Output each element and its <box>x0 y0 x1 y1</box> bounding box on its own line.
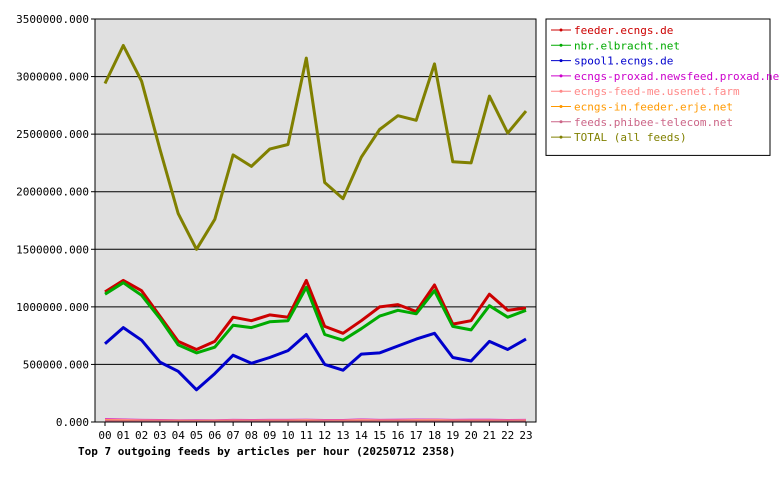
x-tick-label: 08 <box>245 429 258 442</box>
y-tick-label: 500000.000 <box>23 358 89 371</box>
y-tick-label: 2000000.000 <box>16 186 89 199</box>
legend-marker <box>559 28 563 32</box>
y-tick-label: 1000000.000 <box>16 301 89 314</box>
legend-label: spool1.ecngs.de <box>574 55 673 68</box>
x-tick-label: 03 <box>153 429 166 442</box>
series-line <box>104 281 527 355</box>
series-line <box>104 278 527 351</box>
x-tick-label: 16 <box>391 429 404 442</box>
x-tick-label: 20 <box>464 429 477 442</box>
legend-label: ecngs-in.feeder.erje.net <box>574 101 733 114</box>
x-tick-label: 23 <box>519 429 532 442</box>
legend-label: nbr.elbracht.net <box>574 39 680 52</box>
x-tick-label: 22 <box>501 429 514 442</box>
legend-marker <box>559 105 563 108</box>
legend-marker <box>559 74 563 78</box>
x-tick-label: 10 <box>281 429 294 442</box>
plot-border <box>94 18 537 423</box>
x-tick-label: 02 <box>135 429 148 442</box>
legend-box <box>545 18 771 156</box>
x-tick-label: 21 <box>483 429 496 442</box>
plot-background <box>95 19 536 422</box>
y-tick-label: 3000000.000 <box>16 71 89 84</box>
chart-title: Top 7 outgoing feeds by articles per hou… <box>78 445 456 458</box>
x-tick-label: 05 <box>190 429 203 442</box>
x-tick-label: 06 <box>208 429 221 442</box>
legend: feeder.ecngs.de nbr.elbracht.net spool1.ec… <box>545 18 780 156</box>
legend-marker <box>559 59 563 63</box>
x-tick-label: 13 <box>336 429 349 442</box>
x-tick-label: 17 <box>410 429 423 442</box>
y-axis-ticks: 0.000 500000.000 1000000.000 1500000.000 200… <box>16 13 95 429</box>
x-tick-label: 19 <box>446 429 459 442</box>
legend-label: feeds.phibee-telecom.net <box>574 116 733 129</box>
legend-marker <box>559 43 563 47</box>
x-tick-label: 18 <box>428 429 441 442</box>
series-lines <box>103 44 528 423</box>
series-line <box>103 44 528 251</box>
legend-label: TOTAL (all feeds) <box>574 131 687 144</box>
x-tick-label: 07 <box>227 429 240 442</box>
x-tick-label: 09 <box>263 429 276 442</box>
legend-marker <box>559 89 563 93</box>
legend-label: feeder.ecngs.de <box>574 24 673 37</box>
y-tick-label: 3500000.000 <box>16 13 89 26</box>
x-tick-label: 00 <box>98 429 111 442</box>
x-tick-label: 01 <box>117 429 130 442</box>
legend-marker <box>559 120 563 124</box>
x-tick-label: 11 <box>300 429 313 442</box>
y-tick-label: 1500000.000 <box>16 243 89 256</box>
legend-marker <box>559 135 563 139</box>
x-tick-label: 12 <box>318 429 331 442</box>
legend-label: ecngs-feed-me.usenet.farm <box>574 85 740 98</box>
y-tick-label: 2500000.000 <box>16 128 89 141</box>
y-tick-label: 0.000 <box>56 416 89 429</box>
x-tick-label: 04 <box>172 429 186 442</box>
x-tick-label: 14 <box>355 429 369 442</box>
legend-label: ecngs-proxad.newsfeed.proxad.net <box>574 70 780 83</box>
x-axis-ticks: 00 01 02 03 04 05 06 07 08 09 10 11 12 13 14 15 16 17 18 19… <box>98 422 533 442</box>
x-tick-label: 15 <box>373 429 386 442</box>
series-line <box>104 326 527 392</box>
